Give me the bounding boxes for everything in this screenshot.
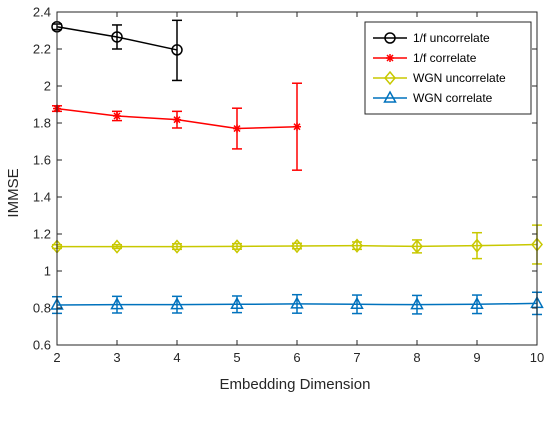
y-tick-label: 2 xyxy=(44,79,51,94)
x-tick-label: 4 xyxy=(173,350,180,365)
x-tick-label: 2 xyxy=(53,350,60,365)
y-tick-label: 1.8 xyxy=(33,116,51,131)
x-tick-label: 5 xyxy=(233,350,240,365)
series-layer xyxy=(50,19,544,316)
legend-label: WGN uncorrelate xyxy=(413,71,506,85)
data-point xyxy=(471,238,483,253)
data-point xyxy=(113,111,121,120)
y-tick-label: 1.6 xyxy=(33,153,51,168)
data-point xyxy=(171,44,183,56)
star-stroke xyxy=(173,116,181,124)
y-tick-label: 2.2 xyxy=(33,42,51,57)
data-point xyxy=(470,296,484,310)
data-point xyxy=(350,296,364,310)
data-point xyxy=(410,297,424,310)
data-point xyxy=(290,296,304,309)
data-point xyxy=(173,115,181,124)
legend-label: 1/f uncorrelate xyxy=(413,31,490,45)
x-tick-label: 9 xyxy=(473,350,480,365)
star-stroke xyxy=(113,112,121,120)
data-point xyxy=(233,124,241,133)
y-axis-label: IMMSE xyxy=(5,168,22,217)
legend-marker xyxy=(384,70,396,86)
y-tick-label: 0.8 xyxy=(33,301,51,316)
series-wgn-uncorrelate xyxy=(51,224,543,265)
data-point xyxy=(230,296,244,310)
data-point xyxy=(171,239,183,254)
data-point xyxy=(351,238,363,253)
star-stroke xyxy=(233,125,241,133)
y-tick-label: 2.4 xyxy=(33,5,51,20)
legend-item: WGN uncorrelate xyxy=(373,70,506,86)
legend-label: WGN correlate xyxy=(413,91,493,105)
star-stroke xyxy=(386,54,394,62)
legend-marker xyxy=(383,90,397,103)
data-point xyxy=(111,239,123,254)
data-point xyxy=(293,122,301,131)
data-point xyxy=(411,239,423,254)
data-point xyxy=(110,297,124,310)
legend-label: 1/f correlate xyxy=(413,51,477,65)
legend-item: WGN correlate xyxy=(373,90,493,105)
legend-item: 1/f uncorrelate xyxy=(373,31,490,45)
legend-item: 1/f correlate xyxy=(373,51,477,65)
x-tick-label: 7 xyxy=(353,350,360,365)
x-tick-label: 8 xyxy=(413,350,420,365)
data-point xyxy=(111,31,123,43)
legend: 1/f uncorrelate 1/f correlate WGN uncorrel… xyxy=(364,21,532,115)
star-stroke xyxy=(293,123,301,131)
x-tick-label: 10 xyxy=(530,350,544,365)
y-tick-label: 1.2 xyxy=(33,227,51,242)
y-tick-label: 0.6 xyxy=(33,338,51,353)
legend-marker xyxy=(384,32,396,44)
data-point xyxy=(170,297,184,310)
legend-marker xyxy=(386,54,394,62)
y-tick-label: 1 xyxy=(44,264,51,279)
x-axis-label: Embedding Dimension xyxy=(220,376,371,393)
axes-layer: 2 3 4 5 6 7 8 9 10 0.6 0.8 1 1.2 1.4 1.6 1.8 2 2.2 2.4 xyxy=(33,5,544,366)
data-point xyxy=(291,238,303,254)
x-tick-label: 3 xyxy=(113,350,120,365)
x-tick-label: 6 xyxy=(293,350,300,365)
data-point xyxy=(231,239,243,254)
y-tick-label: 1.4 xyxy=(33,190,51,205)
